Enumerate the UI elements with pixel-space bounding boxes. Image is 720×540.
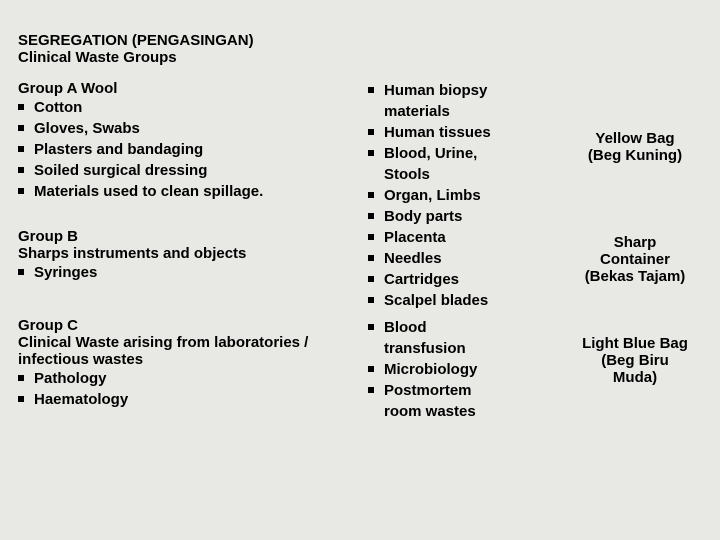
list-item-cont: Stools — [368, 164, 568, 185]
list-item: Human tissues — [368, 122, 568, 143]
group-a-title: Group A Wool — [18, 80, 368, 97]
list-item: Syringes — [18, 262, 368, 283]
list-item: Postmortem — [368, 380, 568, 401]
list-item: Blood, Urine, — [368, 143, 568, 164]
list-item-cont: room wastes — [368, 401, 568, 422]
list-item: Blood — [368, 317, 568, 338]
list-item-cont: materials — [368, 101, 568, 122]
yellow-bag-line1: Yellow Bag — [588, 130, 682, 147]
list-item: Pathology — [18, 368, 368, 389]
sharp-container-line1: Sharp — [585, 234, 686, 251]
sharp-container-line2: Container — [585, 251, 686, 268]
sharp-container-line3: (Bekas Tajam) — [585, 268, 686, 285]
list-item: Organ, Limbs — [368, 185, 568, 206]
page-header: SEGREGATION (PENGASINGAN) Clinical Waste… — [18, 32, 702, 66]
middle-list-c: Blood transfusion Microbiology Postmorte… — [368, 317, 568, 422]
container-labels-c: Light Blue Bag (Beg Biru Muda) — [568, 317, 702, 386]
list-item: Soiled surgical dressing — [18, 160, 368, 181]
list-item: Human biopsy — [368, 80, 568, 101]
blue-bag-line3: Muda) — [582, 369, 688, 386]
group-c-line3: infectious wastes — [18, 351, 368, 368]
group-b-line1: Group B — [18, 228, 368, 245]
container-labels-ab: Yellow Bag (Beg Kuning) Sharp Container … — [568, 80, 702, 285]
blue-bag-line1: Light Blue Bag — [582, 335, 688, 352]
list-item: Cotton — [18, 97, 368, 118]
group-c: Group C Clinical Waste arising from labo… — [18, 317, 368, 410]
header-line1: SEGREGATION (PENGASINGAN) — [18, 32, 702, 49]
section-ab: Group A Wool Cotton Gloves, Swabs Plaste… — [18, 80, 702, 311]
list-item: Materials used to clean spillage. — [18, 181, 368, 202]
list-item-cont: transfusion — [368, 338, 568, 359]
header-line2: Clinical Waste Groups — [18, 49, 702, 66]
group-c-line1: Group C — [18, 317, 368, 334]
list-item: Scalpel blades — [368, 290, 568, 311]
group-c-line2: Clinical Waste arising from laboratories… — [18, 334, 368, 351]
list-item: Needles — [368, 248, 568, 269]
list-item: Haematology — [18, 389, 368, 410]
list-item: Cartridges — [368, 269, 568, 290]
list-item: Plasters and bandaging — [18, 139, 368, 160]
list-item: Body parts — [368, 206, 568, 227]
group-a: Group A Wool Cotton Gloves, Swabs Plaste… — [18, 80, 368, 202]
list-item: Microbiology — [368, 359, 568, 380]
list-item: Placenta — [368, 227, 568, 248]
group-b: Group B Sharps instruments and objects S… — [18, 228, 368, 283]
blue-bag-line2: (Beg Biru — [582, 352, 688, 369]
section-c: Group C Clinical Waste arising from labo… — [18, 317, 702, 436]
list-item: Gloves, Swabs — [18, 118, 368, 139]
yellow-bag-line2: (Beg Kuning) — [588, 147, 682, 164]
group-b-line2: Sharps instruments and objects — [18, 245, 368, 262]
middle-list-ab: Human biopsy materials Human tissues Blo… — [368, 80, 568, 311]
